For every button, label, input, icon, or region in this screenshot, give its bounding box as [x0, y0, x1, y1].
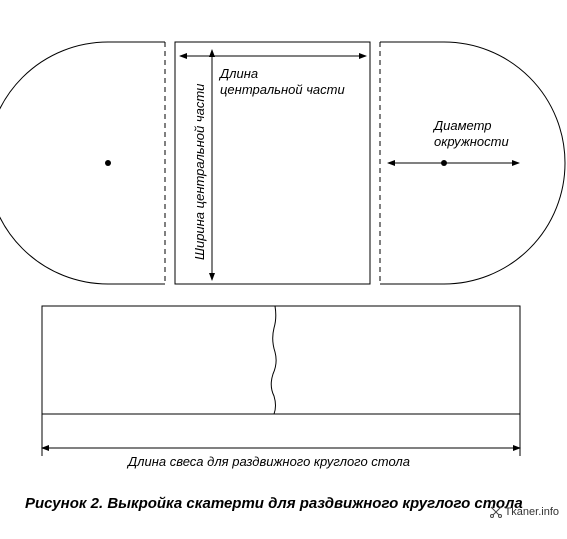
- left-center-point: [105, 160, 111, 166]
- overhang-rect: [42, 306, 520, 414]
- dim-central-length-label: Длинацентральной части: [218, 66, 345, 97]
- dim-overhang: [42, 414, 520, 456]
- dim-central-width-label: Ширина центральной части: [192, 84, 207, 260]
- figure-caption: Рисунок 2. Выкройка скатерти для раздвиж…: [25, 495, 523, 512]
- watermark-text: Tkaner.info: [505, 506, 559, 518]
- dim-overhang-label: Длина свеса для раздвижного круглого сто…: [126, 454, 410, 469]
- scissors-icon: [489, 505, 503, 519]
- pattern-diagram: Длинацентральной части Ширина центрально…: [0, 0, 567, 539]
- dim-diameter-label: Диаметрокружности: [432, 118, 509, 149]
- watermark: Tkaner.info: [489, 505, 559, 519]
